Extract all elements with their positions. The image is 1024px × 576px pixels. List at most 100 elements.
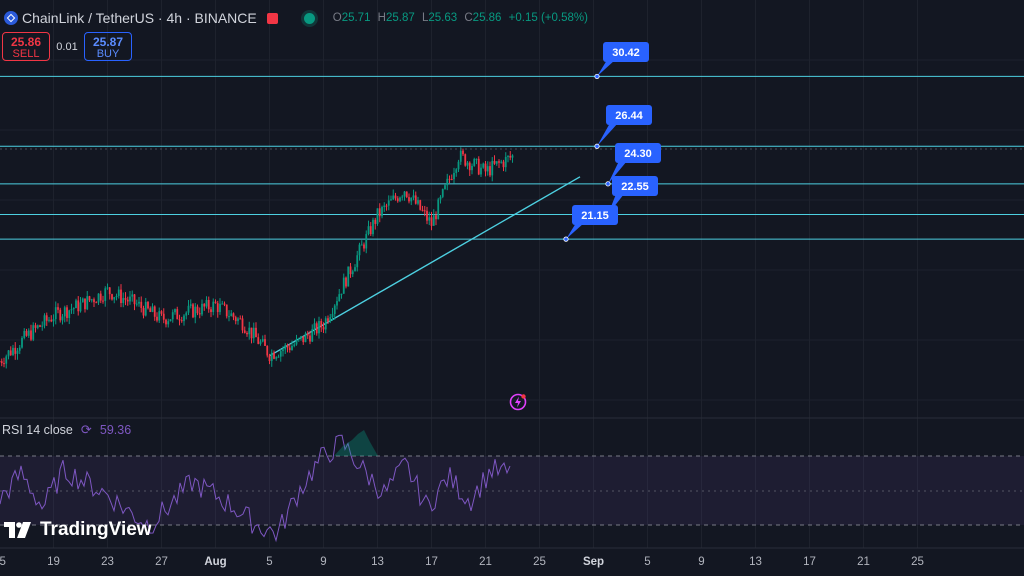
candle	[324, 316, 327, 334]
tradingview-logo[interactable]: TradingView	[4, 519, 152, 541]
candle	[387, 195, 390, 211]
flash-alert-icon[interactable]	[509, 393, 527, 411]
candle	[423, 205, 426, 217]
candle	[493, 155, 496, 165]
candle	[480, 163, 482, 178]
grid-lines	[0, 0, 1024, 548]
level-callout[interactable]: 26.44	[594, 105, 652, 149]
callout-label: 30.42	[612, 47, 640, 59]
candle	[309, 330, 311, 345]
candle	[410, 197, 413, 206]
time-axis-tick: 17	[425, 556, 438, 568]
rsi-label[interactable]: RSI 14 close	[2, 423, 73, 437]
candle	[117, 286, 120, 299]
candle	[16, 347, 19, 360]
level-callouts[interactable]: 30.42 26.44 24.30 22.55 21.15	[563, 42, 661, 242]
candle	[142, 305, 145, 319]
buy-button[interactable]: 25.87 BUY	[84, 32, 132, 61]
candle	[106, 283, 109, 290]
candle	[174, 308, 176, 315]
candle	[365, 230, 368, 254]
time-axis-tick: 21	[479, 556, 492, 568]
candle	[171, 309, 174, 323]
candle	[3, 357, 5, 368]
trade-buttons: 25.86 SELL 0.01 25.87 BUY	[0, 32, 132, 61]
candle	[376, 208, 379, 226]
candle	[288, 343, 291, 353]
candle	[446, 173, 449, 191]
candle	[57, 303, 59, 314]
callout-box	[606, 105, 652, 125]
time-axis-tick: 5	[644, 556, 651, 568]
candle	[257, 333, 260, 345]
candle	[77, 296, 80, 316]
callout-pointer	[608, 194, 624, 215]
candle	[473, 157, 476, 167]
callout-anchor	[594, 143, 600, 149]
candle	[113, 296, 116, 304]
candle	[165, 318, 167, 328]
candle	[126, 296, 129, 306]
rsi-refresh-icon[interactable]: ⟳	[80, 422, 92, 437]
candle	[471, 163, 473, 175]
candle	[394, 192, 397, 201]
candle	[207, 296, 210, 313]
candle	[151, 303, 154, 313]
candle	[297, 337, 300, 342]
candle	[111, 293, 113, 301]
candle	[68, 309, 71, 325]
sell-button[interactable]: 25.86 SELL	[2, 32, 50, 61]
ohlc-close-key: C	[464, 12, 473, 24]
candle	[255, 322, 257, 338]
price-levels[interactable]	[0, 75, 1024, 240]
candle	[0, 358, 3, 367]
candle	[243, 326, 246, 334]
candle	[261, 335, 264, 343]
candle	[504, 152, 507, 172]
candle	[450, 174, 453, 181]
market-status-icon[interactable]	[266, 12, 278, 24]
ohlc-open: 25.71	[341, 12, 371, 24]
candle	[403, 190, 406, 201]
candle	[358, 242, 361, 261]
time-axis-tick: 13	[749, 556, 762, 568]
candle	[241, 315, 244, 334]
candle	[131, 290, 134, 302]
candle	[95, 301, 98, 304]
level-callout[interactable]: 22.55	[605, 176, 658, 218]
candle	[405, 191, 408, 199]
candle	[234, 315, 237, 325]
candle	[196, 304, 199, 316]
candle	[441, 188, 444, 199]
candle	[277, 354, 280, 358]
candle	[414, 191, 417, 205]
candle	[205, 296, 208, 309]
candle	[351, 269, 354, 278]
candle	[363, 242, 365, 252]
candle	[97, 293, 100, 305]
candle	[302, 336, 305, 345]
data-status-icon[interactable]	[303, 12, 315, 24]
candle	[367, 220, 370, 236]
candle	[34, 322, 37, 333]
candle	[248, 321, 251, 340]
candle	[88, 295, 91, 303]
candle	[421, 205, 424, 212]
candle	[385, 203, 388, 211]
candle	[333, 304, 336, 320]
candle	[432, 209, 435, 226]
level-callout[interactable]: 21.15	[563, 205, 618, 242]
candle	[275, 356, 278, 361]
level-callout[interactable]: 30.42	[594, 42, 649, 80]
spread-value: 0.01	[56, 40, 78, 53]
candle	[279, 349, 282, 362]
symbol-title[interactable]: ChainLink / TetherUS · 4h · BINANCE	[22, 10, 257, 26]
candle	[93, 297, 95, 308]
candle	[390, 195, 392, 201]
candle	[75, 298, 77, 309]
callout-anchor	[563, 236, 569, 242]
candle	[216, 300, 219, 318]
time-axis-tick: 15	[0, 556, 6, 568]
candle	[187, 300, 190, 316]
